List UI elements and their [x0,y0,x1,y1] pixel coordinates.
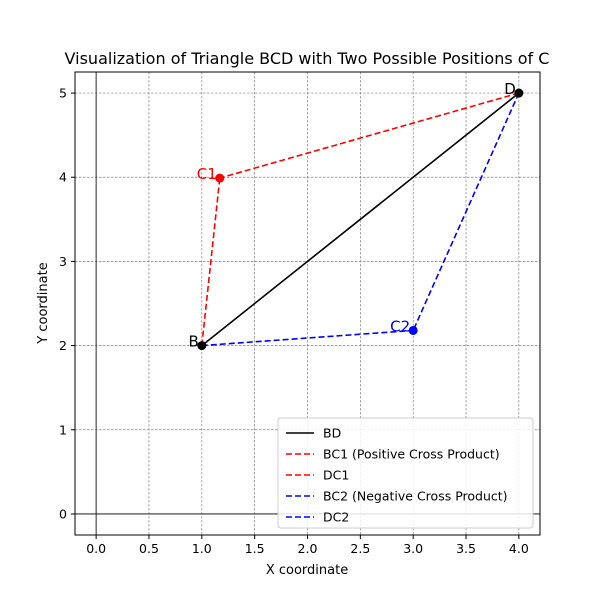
point-marker-c1 [215,173,225,183]
chart-title: Visualization of Triangle BCD with Two P… [65,49,550,68]
y-tick-label: 2 [59,338,67,353]
x-tick-label: 3.5 [456,541,476,556]
legend-box [277,417,534,529]
x-axis-label: X coordinate [266,563,348,578]
legend-entry-2: DC1 [323,468,349,483]
x-tick-label: 1.5 [245,541,265,556]
point-marker-b [197,341,207,351]
y-tick-label: 4 [59,170,67,185]
point-label-c1: C1 [197,165,217,183]
point-marker-d [514,88,524,98]
x-tick-label: 0.5 [139,541,159,556]
point-label-c2: C2 [390,317,410,335]
y-axis-label: Y coordinate [36,262,51,344]
y-tick-label: 5 [59,86,67,101]
y-tick-label: 0 [59,506,67,521]
x-tick-label: 1.0 [192,541,212,556]
legend-entry-3: BC2 (Negative Cross Product) [323,489,508,504]
x-ticks: 0.0 0.5 1.0 1.5 2.0 2.5 3.0 3.5 4.0 [86,535,529,556]
point-markers [197,88,524,351]
y-tick-label: 1 [59,422,67,437]
point-label-d: D [504,80,516,98]
legend: BD BC1 (Positive Cross Product) DC1 BC2 (Ne… [277,417,534,529]
point-labels: B D C1 C2 [189,80,516,351]
series-line-3 [201,329,414,347]
point-label-b: B [189,333,199,351]
x-tick-label: 3.0 [403,541,423,556]
x-tick-label: 2.5 [350,541,370,556]
series-line-0 [201,92,520,347]
point-marker-c2 [408,325,418,335]
x-tick-label: 0.0 [86,541,106,556]
x-tick-label: 4.0 [509,541,529,556]
series-line-4 [412,92,520,331]
y-tick-label: 3 [59,254,67,269]
legend-entry-1: BC1 (Positive Cross Product) [323,447,500,462]
series-line-1 [201,177,221,346]
x-tick-label: 2.0 [298,541,318,556]
legend-entry-0: BD [323,426,341,441]
legend-entry-4: DC2 [323,510,349,525]
series-lines [201,92,520,347]
y-ticks: 0 1 2 3 4 5 [59,86,75,521]
series-line-2 [219,92,520,179]
